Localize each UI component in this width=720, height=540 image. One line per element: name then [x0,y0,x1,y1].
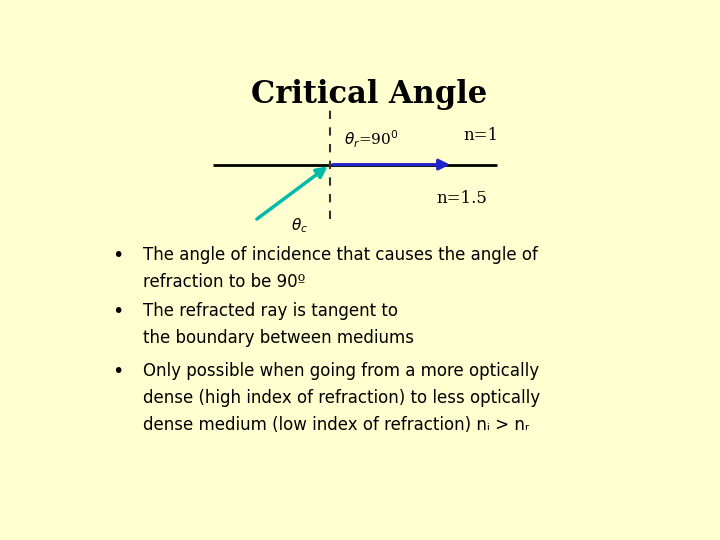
Text: The angle of incidence that causes the angle of: The angle of incidence that causes the a… [143,246,538,264]
Text: •: • [112,302,124,321]
Text: dense medium (low index of refraction) nᵢ > nᵣ: dense medium (low index of refraction) n… [143,416,529,434]
Text: •: • [112,246,124,265]
Text: $\theta_r$=90$^0$: $\theta_r$=90$^0$ [344,129,399,150]
Text: the boundary between mediums: the boundary between mediums [143,329,414,347]
Text: Only possible when going from a more optically: Only possible when going from a more opt… [143,362,539,380]
Text: refraction to be 90º: refraction to be 90º [143,273,305,291]
Text: Critical Angle: Critical Angle [251,79,487,110]
Text: •: • [112,362,124,381]
Text: dense (high index of refraction) to less optically: dense (high index of refraction) to less… [143,389,540,407]
Text: n=1: n=1 [464,127,499,144]
Text: The refracted ray is tangent to: The refracted ray is tangent to [143,302,398,320]
Text: $\theta_c$: $\theta_c$ [291,217,307,235]
Text: n=1.5: n=1.5 [436,190,487,206]
